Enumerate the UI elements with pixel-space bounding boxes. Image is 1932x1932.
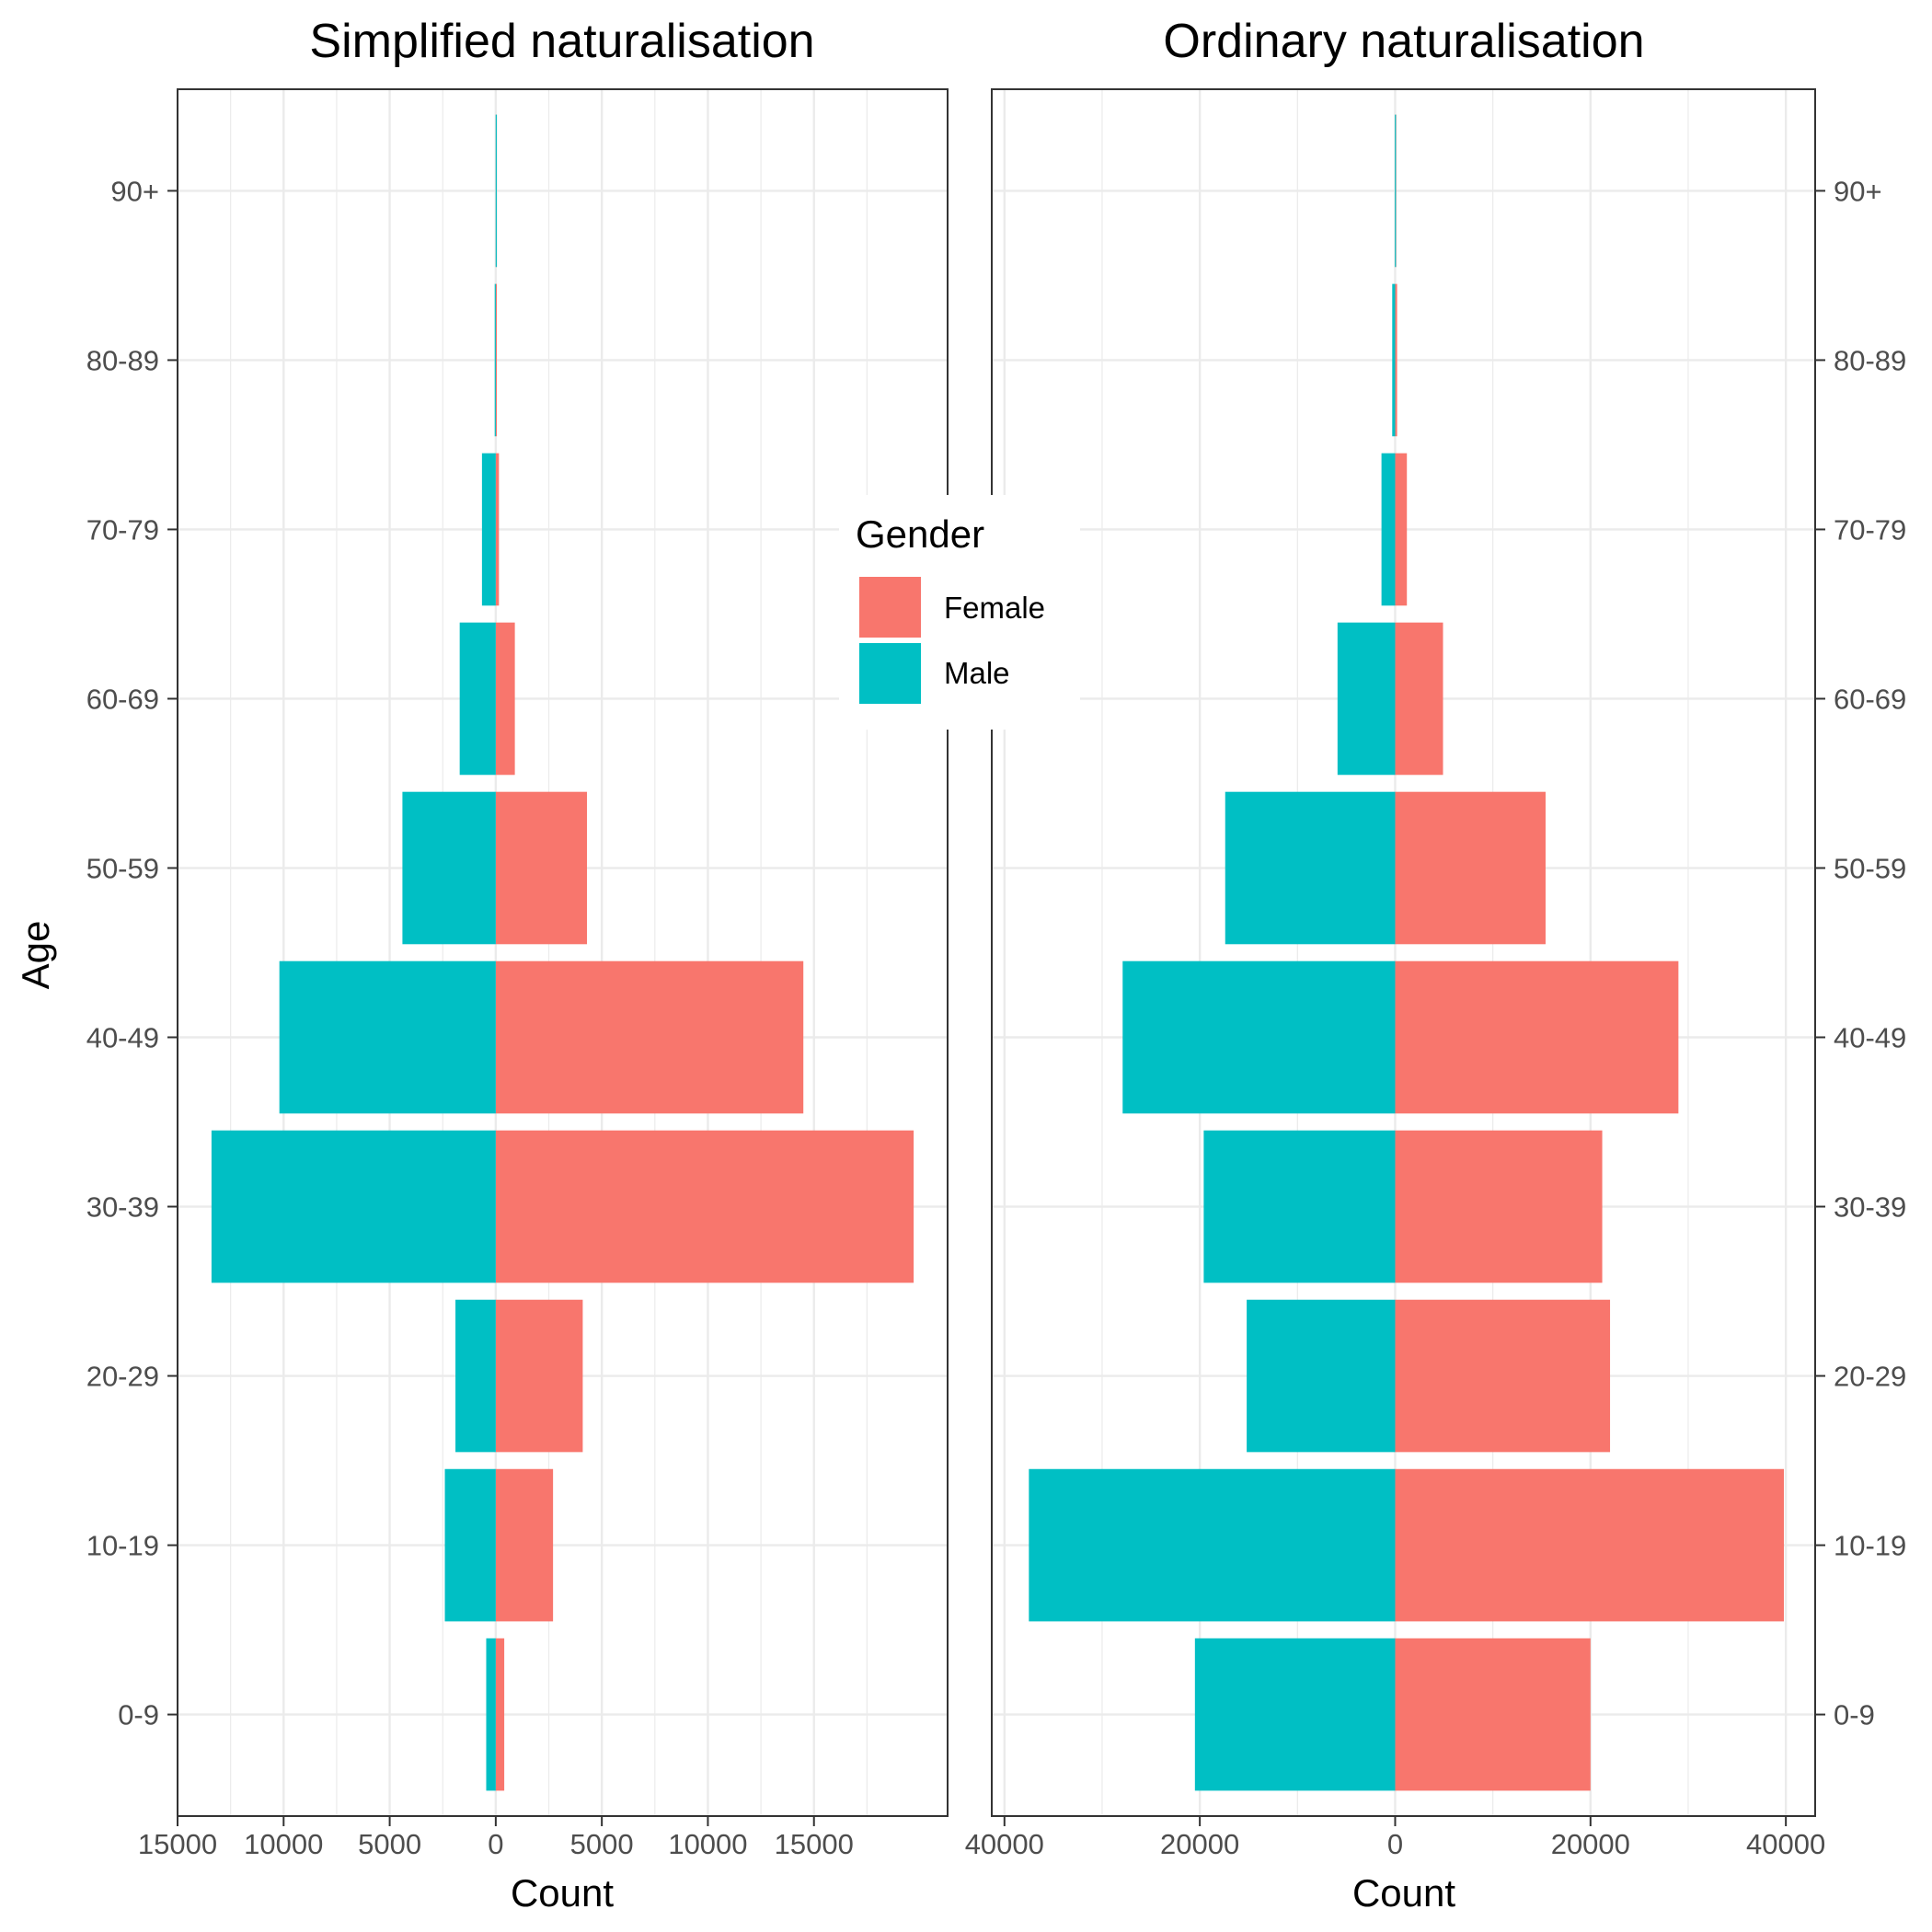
bar-ordinary-female-40-49 [1395, 960, 1679, 1114]
panel-border-simplified [177, 88, 949, 1817]
bar-ordinary-male-50-59 [1225, 791, 1396, 945]
bar-ordinary-male-30-39 [1203, 1130, 1396, 1283]
y-tick-label: 60-69 [86, 683, 159, 715]
y-tick-label: 0-9 [1834, 1699, 1875, 1731]
bar-ordinary-female-80-89 [1395, 283, 1397, 437]
bar-simplified-female-30-39 [495, 1130, 914, 1283]
legend-title: Gender [856, 512, 984, 556]
x-tick-label: 40000 [965, 1828, 1044, 1860]
y-axis-right: 0-9 10-19 20-29 30-39 40-49 50-59 60-69 70-79 80… [1815, 175, 1906, 1731]
x-tick-label: 5000 [358, 1828, 421, 1860]
panel-title-ordinary: Ordinary naturalisation [1163, 15, 1644, 68]
panel-simplified: Simplified naturalisation 15000 10000 5000… [86, 15, 949, 1915]
y-tick-label: 0-9 [118, 1699, 159, 1731]
bar-ordinary-female-60-69 [1395, 622, 1443, 776]
x-tick-label: 20000 [1551, 1828, 1630, 1860]
bar-ordinary-male-60-69 [1337, 622, 1396, 776]
x-tick-label: 15000 [138, 1828, 217, 1860]
panel-border-ordinary [991, 88, 1816, 1817]
bar-ordinary-female-20-29 [1395, 1299, 1611, 1453]
y-tick-label: 50-59 [1834, 852, 1906, 884]
y-tick-label: 50-59 [86, 852, 159, 884]
x-axis-simplified: 15000 10000 5000 0 5000 10000 15000 [138, 1816, 854, 1860]
bar-simplified-female-50-59 [495, 791, 588, 945]
bars-ordinary [1029, 114, 1785, 1791]
bars-simplified [211, 114, 914, 1791]
bar-ordinary-female-0-9 [1395, 1638, 1591, 1791]
y-tick-label: 30-39 [86, 1191, 159, 1224]
y-tick-label: 20-29 [1834, 1361, 1906, 1393]
y-tick-label: 60-69 [1834, 683, 1906, 715]
bar-ordinary-male-70-79 [1381, 453, 1396, 606]
bar-ordinary-female-30-39 [1395, 1130, 1603, 1283]
bar-simplified-male-70-79 [481, 453, 496, 606]
x-axis-title-ordinary: Count [1352, 1871, 1455, 1915]
bar-simplified-female-80-89 [495, 283, 498, 437]
y-tick-label: 40-49 [1834, 1022, 1906, 1054]
bar-simplified-female-10-19 [495, 1468, 554, 1622]
bar-simplified-male-20-29 [455, 1299, 496, 1453]
legend-label-male: Male [944, 656, 1010, 690]
y-tick-label: 90+ [1834, 175, 1882, 207]
bar-simplified-male-60-69 [459, 622, 496, 776]
x-tick-label: 10000 [668, 1828, 747, 1860]
bar-simplified-male-0-9 [486, 1638, 496, 1791]
x-tick-label: 5000 [570, 1828, 634, 1860]
bar-ordinary-male-0-9 [1194, 1638, 1396, 1791]
y-tick-label: 80-89 [86, 344, 159, 376]
legend-label-female: Female [944, 591, 1045, 625]
x-tick-label: 10000 [244, 1828, 323, 1860]
y-tick-label: 40-49 [86, 1022, 159, 1054]
bar-ordinary-male-10-19 [1029, 1468, 1396, 1622]
y-axis-left: 0-9 10-19 20-29 30-39 40-49 50-59 60-69 70-79 80… [86, 175, 178, 1731]
x-axis-ordinary: 40000 20000 0 20000 40000 [965, 1816, 1825, 1860]
x-tick-label: 0 [488, 1828, 503, 1860]
bar-simplified-male-10-19 [444, 1468, 496, 1622]
y-tick-label: 20-29 [86, 1361, 159, 1393]
legend-key-male [859, 643, 921, 704]
panel-ordinary: Ordinary naturalisation 40000 20000 0 20000… [965, 15, 1907, 1915]
x-tick-label: 40000 [1746, 1828, 1825, 1860]
x-tick-label: 20000 [1160, 1828, 1239, 1860]
y-tick-label: 70-79 [1834, 513, 1906, 546]
bar-simplified-female-40-49 [495, 960, 804, 1114]
bar-simplified-male-40-49 [279, 960, 496, 1114]
bar-ordinary-male-20-29 [1247, 1299, 1396, 1453]
y-tick-label: 30-39 [1834, 1191, 1906, 1224]
bar-simplified-male-90+ [495, 114, 497, 268]
bar-simplified-female-20-29 [495, 1299, 583, 1453]
bar-simplified-male-30-39 [211, 1130, 496, 1283]
bar-ordinary-female-70-79 [1395, 453, 1408, 606]
x-tick-label: 0 [1387, 1828, 1403, 1860]
x-axis-title-simplified: Count [511, 1871, 614, 1915]
bar-simplified-female-70-79 [495, 453, 500, 606]
panel-title-simplified: Simplified naturalisation [309, 15, 814, 68]
bar-ordinary-male-40-49 [1122, 960, 1396, 1114]
y-axis-title: Age [14, 921, 57, 990]
bar-simplified-male-80-89 [494, 283, 496, 437]
y-tick-label: 10-19 [1834, 1530, 1906, 1562]
bar-ordinary-male-90+ [1395, 114, 1397, 268]
bar-simplified-female-0-9 [495, 1638, 505, 1791]
bar-ordinary-female-50-59 [1395, 791, 1546, 945]
bar-simplified-male-50-59 [402, 791, 496, 945]
x-tick-label: 15000 [775, 1828, 854, 1860]
y-tick-label: 70-79 [86, 513, 159, 546]
y-tick-label: 80-89 [1834, 344, 1906, 376]
y-tick-label: 90+ [110, 175, 159, 207]
legend-key-female [859, 577, 921, 638]
bar-ordinary-female-10-19 [1395, 1468, 1785, 1622]
bar-simplified-female-60-69 [495, 622, 515, 776]
legend: Gender Female Male [839, 495, 1080, 730]
y-tick-label: 10-19 [86, 1530, 159, 1562]
bar-ordinary-male-80-89 [1392, 283, 1396, 437]
